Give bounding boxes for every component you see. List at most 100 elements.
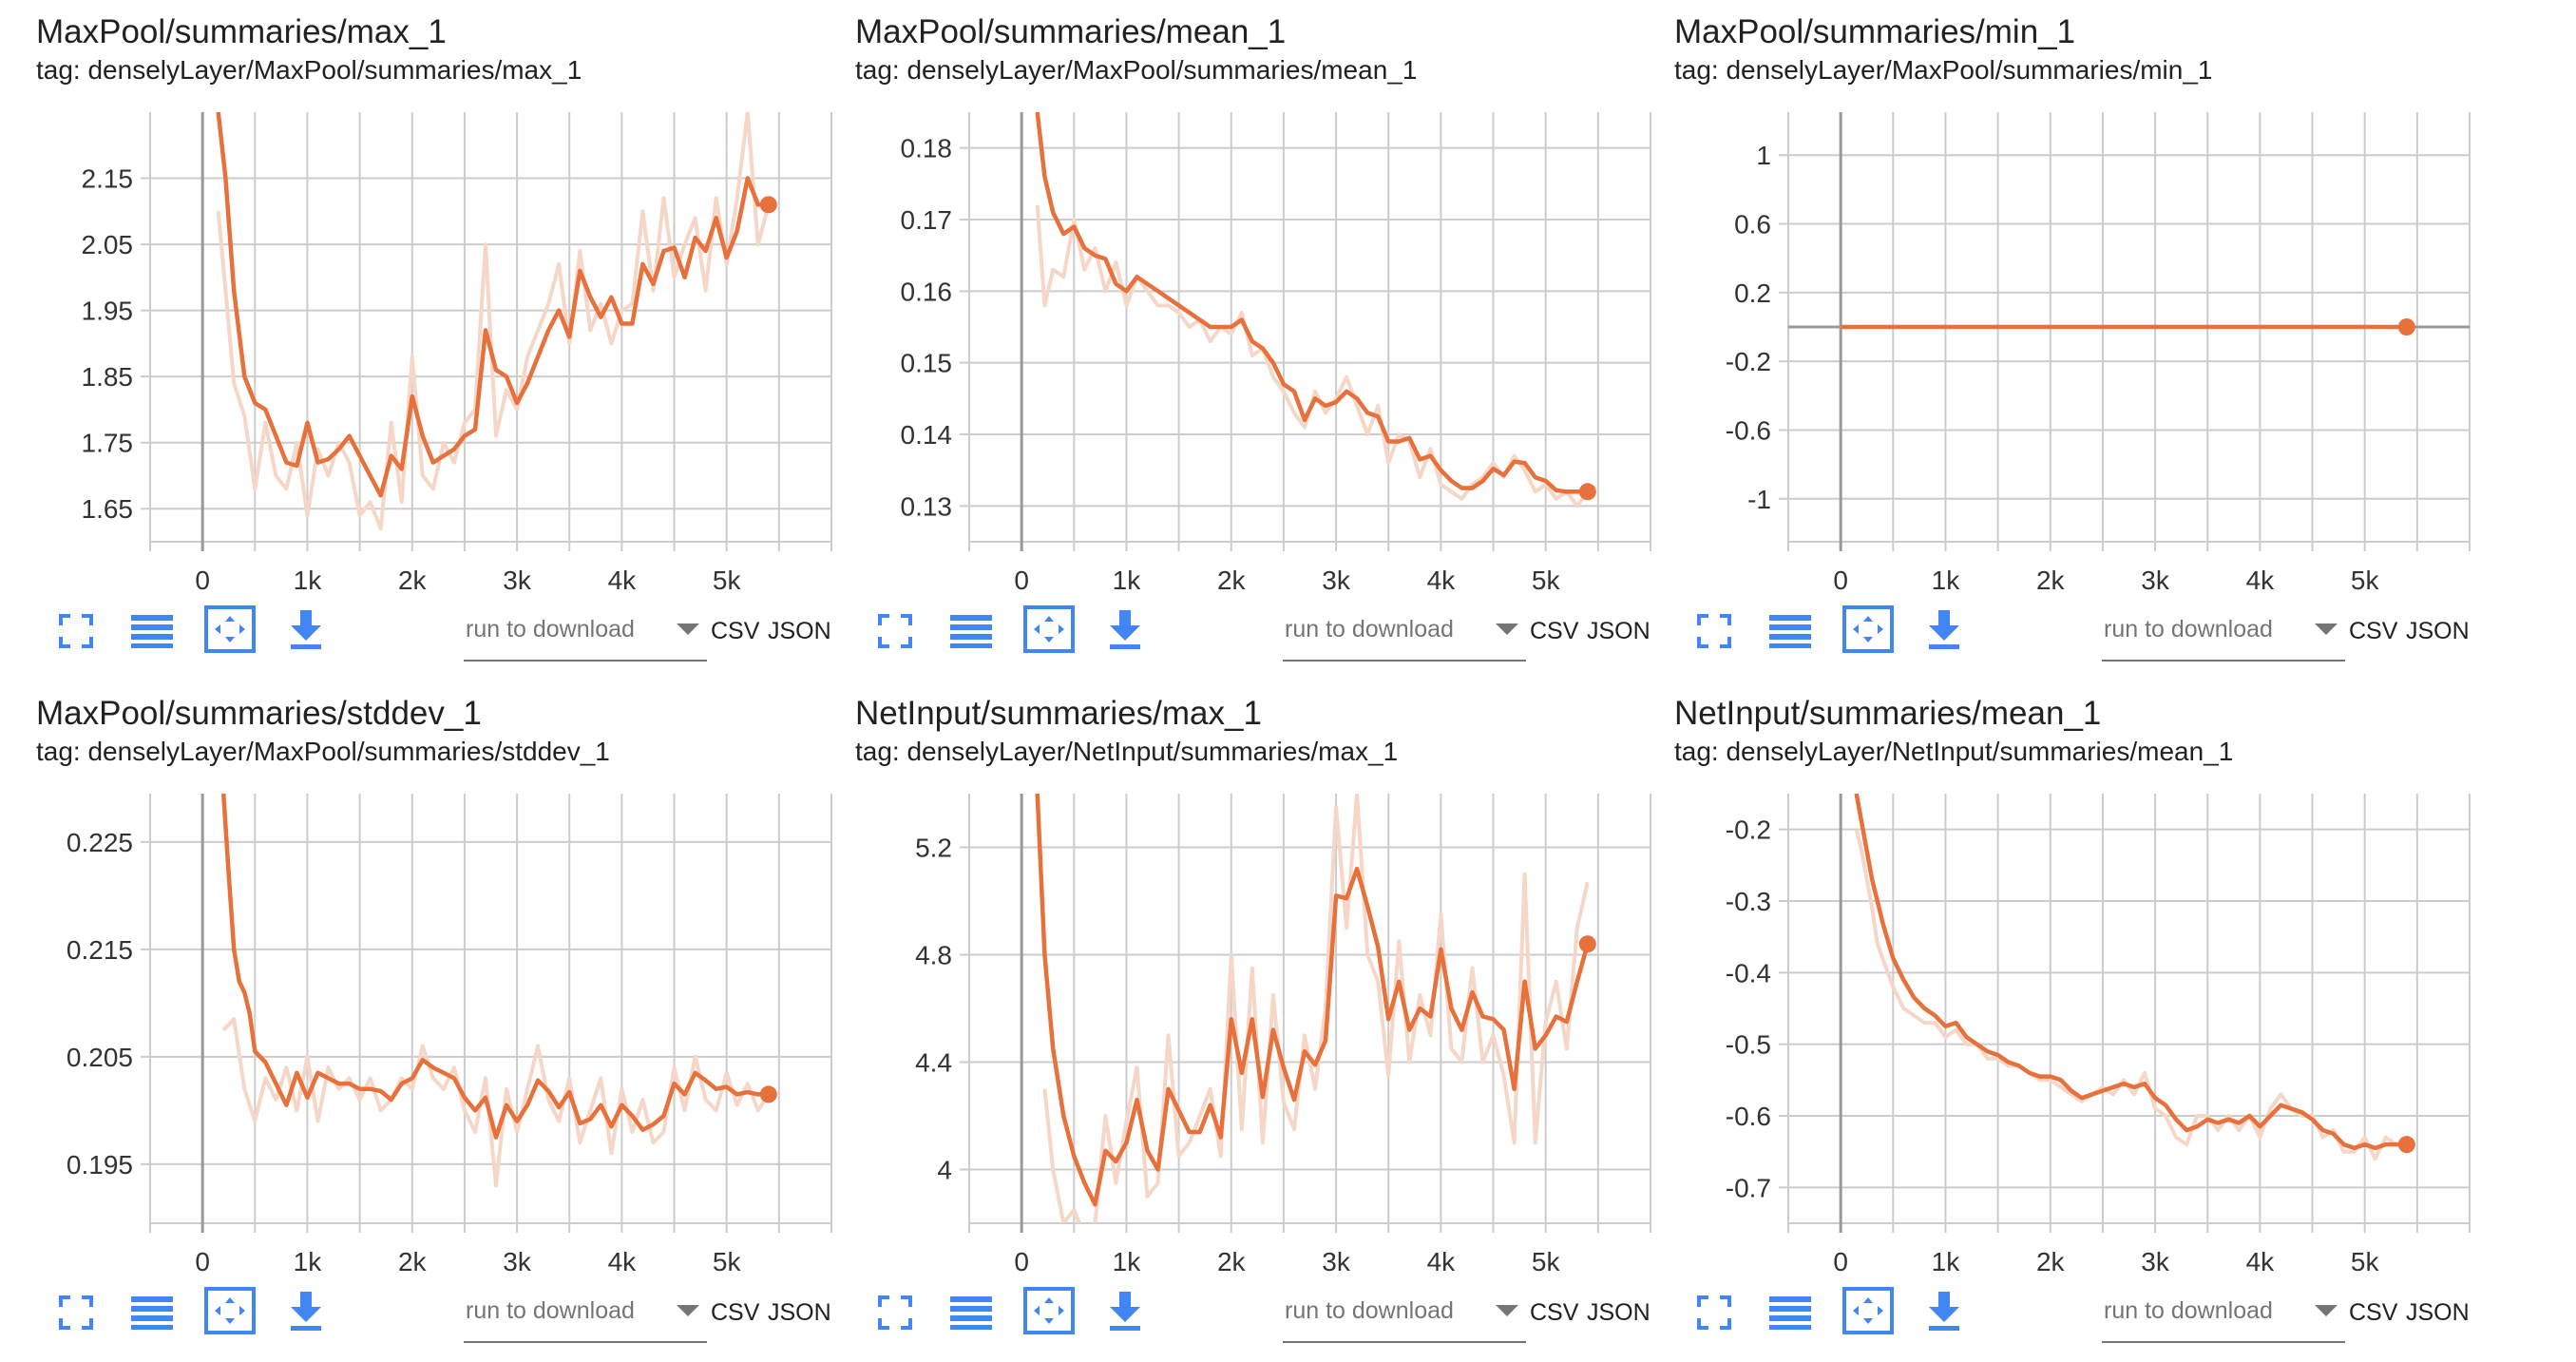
x-tick-label: 5k <box>713 566 742 595</box>
chart-toolbar: run to download CSV JSON <box>1638 1286 2470 1343</box>
fit-domain-icon[interactable] <box>1841 604 1895 654</box>
x-tick-label: 3k <box>1322 566 1351 595</box>
csv-download-link[interactable]: CSV <box>2349 618 2398 644</box>
fit-domain-icon[interactable] <box>203 604 257 654</box>
download-icon[interactable] <box>1925 608 1963 652</box>
chart-toolbar: run to download CSV JSON <box>0 604 831 662</box>
chart-plot[interactable]: 1.65 1.75 1.85 1.95 2.05 2.15 0 1k 2k 3k 4k 5k <box>0 0 832 595</box>
x-tick-label: 1k <box>1932 1247 1961 1276</box>
x-tick-label: 2k <box>398 1247 428 1276</box>
chart-plot[interactable]: 4 4.4 4.8 5.2 0 1k 2k 3k 4k 5k <box>819 681 1651 1276</box>
fullscreen-icon[interactable] <box>57 612 95 650</box>
run-select[interactable]: run to download <box>1283 1286 1526 1343</box>
download-icon[interactable] <box>1106 1290 1144 1333</box>
json-download-link[interactable]: JSON <box>1587 618 1651 644</box>
x-tick-label: 1k <box>1932 566 1961 595</box>
x-tick-label: 2k <box>1217 1247 1247 1276</box>
fullscreen-icon[interactable] <box>876 1294 914 1332</box>
x-tick-label: 0 <box>1833 566 1848 595</box>
json-download-link[interactable]: JSON <box>768 1299 831 1326</box>
chart-plot[interactable]: -0.7 -0.6 -0.5 -0.4 -0.3 -0.2 0 1k 2k 3k 4k 5k <box>1638 681 2471 1276</box>
raw-series-line <box>1035 204 1590 508</box>
x-tick-label: 4k <box>608 1247 638 1276</box>
raw-series-line <box>1042 794 1590 1223</box>
run-select-placeholder: run to download <box>466 1297 635 1324</box>
fit-domain-icon[interactable] <box>1841 1286 1895 1335</box>
download-icon[interactable] <box>1925 1290 1963 1333</box>
x-tick-label: 1k <box>1113 1247 1142 1276</box>
download-icon[interactable] <box>287 1290 325 1333</box>
fit-domain-icon[interactable] <box>1022 604 1076 654</box>
chart-toolbar: run to download CSV JSON <box>819 1286 1651 1343</box>
json-download-link[interactable]: JSON <box>768 618 831 644</box>
json-download-link[interactable]: JSON <box>1587 1299 1651 1326</box>
last-point-marker <box>759 196 777 214</box>
x-tick-label: 0 <box>1014 1247 1029 1276</box>
smoothed-series-line <box>220 794 769 1140</box>
fullscreen-icon[interactable] <box>876 612 914 650</box>
fit-domain-icon[interactable] <box>1022 1286 1076 1335</box>
json-download-link[interactable]: JSON <box>2406 1299 2470 1326</box>
x-tick-label: 4k <box>608 566 638 595</box>
toggle-log-scale-icon[interactable] <box>129 1294 175 1332</box>
download-icon[interactable] <box>1106 608 1144 652</box>
last-point-marker <box>1578 483 1596 501</box>
y-tick-label: 1.85 <box>82 362 134 392</box>
csv-download-link[interactable]: CSV <box>711 1299 760 1326</box>
x-tick-label: 5k <box>713 1247 742 1276</box>
run-select[interactable]: run to download <box>2102 604 2345 662</box>
y-tick-label: 0.14 <box>901 420 953 450</box>
y-tick-label: -0.4 <box>1726 958 1771 988</box>
csv-download-link[interactable]: CSV <box>1530 618 1579 644</box>
csv-download-link[interactable]: CSV <box>2349 1299 2398 1326</box>
chart-plot[interactable]: 0.13 0.14 0.15 0.16 0.17 0.18 0 1k 2k 3k 4k 5k <box>819 0 1651 595</box>
y-tick-label: 4 <box>937 1156 952 1185</box>
y-tick-label: 0.225 <box>67 828 133 857</box>
json-download-link[interactable]: JSON <box>2406 618 2470 644</box>
run-select-placeholder: run to download <box>466 616 635 643</box>
y-tick-label: -0.6 <box>1726 415 1771 445</box>
chart-plot[interactable]: 0.195 0.205 0.215 0.225 0 1k 2k 3k 4k 5k <box>0 681 832 1276</box>
fullscreen-icon[interactable] <box>1695 1294 1733 1332</box>
csv-download-link[interactable]: CSV <box>711 618 760 644</box>
fit-domain-icon[interactable] <box>203 1286 257 1335</box>
run-select[interactable]: run to download <box>2102 1286 2345 1343</box>
run-select-placeholder: run to download <box>1285 1297 1454 1324</box>
run-select[interactable]: run to download <box>464 1286 707 1343</box>
y-tick-label: 4.4 <box>915 1048 952 1078</box>
run-select[interactable]: run to download <box>1283 604 1526 662</box>
chart-title: NetInput/summaries/mean_1 <box>1674 695 2102 732</box>
y-tick-label: 1.65 <box>82 494 134 524</box>
y-tick-label: 1.75 <box>82 429 134 458</box>
fullscreen-icon[interactable] <box>1695 612 1733 650</box>
y-tick-label: 0.18 <box>901 134 953 163</box>
download-icon[interactable] <box>287 608 325 652</box>
last-point-marker <box>2397 318 2415 336</box>
run-select[interactable]: run to download <box>464 604 707 662</box>
toggle-log-scale-icon[interactable] <box>948 612 994 650</box>
toggle-log-scale-icon[interactable] <box>1767 612 1813 650</box>
x-tick-label: 4k <box>2246 1247 2276 1276</box>
last-point-marker <box>1578 935 1596 953</box>
chevron-down-icon <box>2315 1305 2337 1316</box>
chevron-down-icon <box>1496 623 1518 635</box>
chevron-down-icon <box>677 623 699 635</box>
fullscreen-icon[interactable] <box>57 1294 95 1332</box>
chart-tag: tag: denselyLayer/MaxPool/summaries/mean… <box>855 55 1418 85</box>
y-tick-label: 0.195 <box>67 1150 133 1180</box>
last-point-marker <box>2397 1136 2415 1154</box>
raw-series-line <box>221 1017 771 1188</box>
y-tick-label: 0.15 <box>901 349 953 378</box>
toggle-log-scale-icon[interactable] <box>948 1294 994 1332</box>
chart-toolbar: run to download CSV JSON <box>1638 604 2470 662</box>
x-tick-label: 4k <box>1427 1247 1457 1276</box>
toggle-log-scale-icon[interactable] <box>129 612 175 650</box>
chart-plot[interactable]: -1 -0.6 -0.2 0.2 0.6 1 0 1k 2k 3k 4k 5k <box>1638 0 2471 595</box>
smoothed-series-line <box>1035 112 1588 494</box>
x-tick-label: 2k <box>398 566 428 595</box>
csv-download-link[interactable]: CSV <box>1530 1299 1579 1326</box>
x-tick-label: 3k <box>1322 1247 1351 1276</box>
y-tick-label: -0.2 <box>1726 347 1771 376</box>
chart-title: MaxPool/summaries/min_1 <box>1674 13 2076 50</box>
toggle-log-scale-icon[interactable] <box>1767 1294 1813 1332</box>
